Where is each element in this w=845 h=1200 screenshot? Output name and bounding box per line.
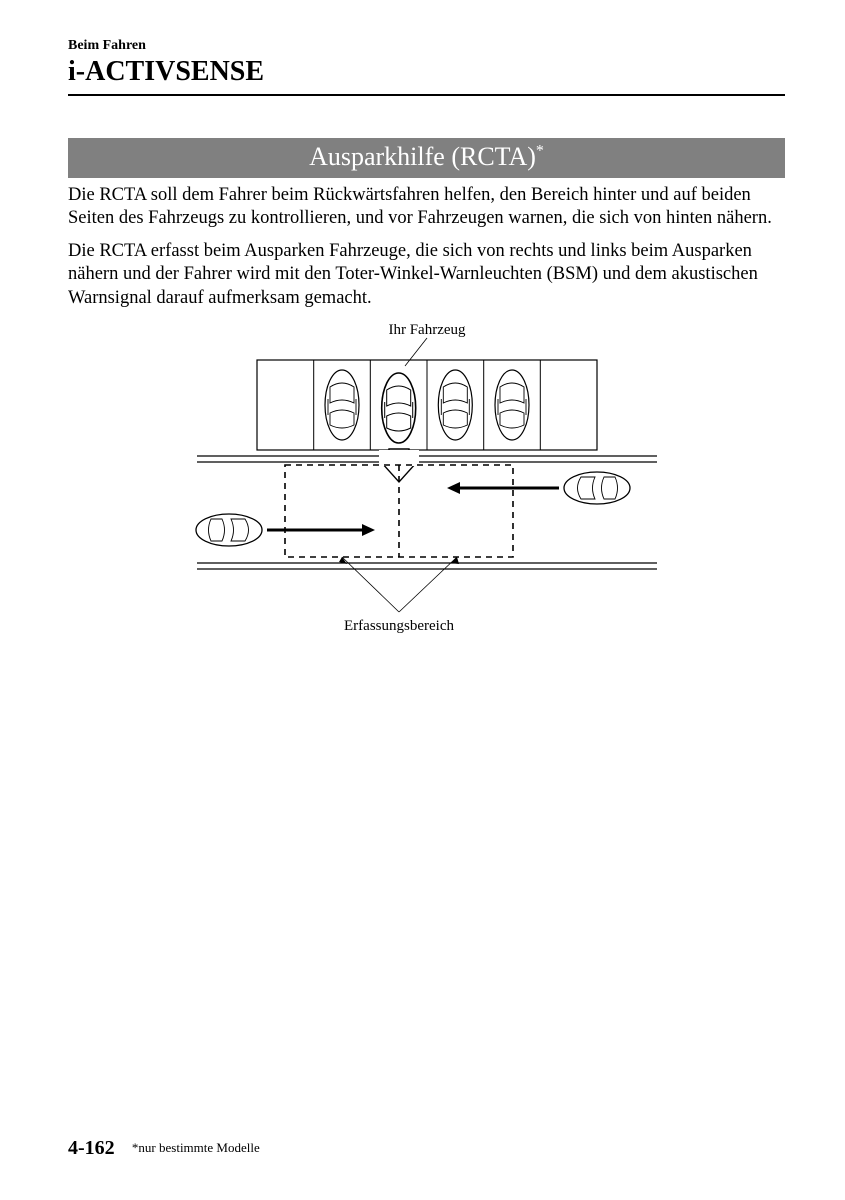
diagram-label-bottom: Erfassungsbereich <box>344 618 454 634</box>
arrow-right-icon <box>267 524 375 536</box>
approaching-car-right <box>564 472 630 504</box>
horizontal-rule <box>68 94 785 96</box>
section-banner-title: Ausparkhilfe (RCTA) <box>309 142 536 171</box>
your-car <box>381 373 415 443</box>
diagram-label-top: Ihr Fahrzeug <box>388 322 466 338</box>
leader-line-bottom <box>342 557 399 612</box>
parked-car <box>438 370 472 440</box>
parked-car <box>495 370 529 440</box>
chapter-eyebrow: Beim Fahren <box>68 38 785 54</box>
footnote-text: *nur bestimmte Modelle <box>132 1140 260 1155</box>
section-banner: Ausparkhilfe (RCTA)* <box>68 138 785 178</box>
arrow-mask <box>379 450 419 466</box>
leader-arrowhead <box>451 557 459 564</box>
page-number: 4-162 <box>68 1137 115 1159</box>
page-footer: 4-162 *nur bestimmte Modelle <box>68 1137 260 1160</box>
parked-car <box>325 370 359 440</box>
section-banner-marker: * <box>536 142 544 159</box>
parking-row <box>257 360 597 450</box>
leader-line-bottom <box>399 557 457 612</box>
leader-line-top <box>405 338 427 366</box>
chapter-title: i-ACTIVSENSE <box>68 56 785 88</box>
rcta-diagram: Ihr Fahrzeug <box>68 320 785 655</box>
paragraph-1: Die RCTA soll dem Fahrer beim Rückwärtsf… <box>68 184 785 230</box>
arrow-left-icon <box>447 482 559 494</box>
paragraph-2: Die RCTA erfasst beim Ausparken Fahrzeug… <box>68 240 785 309</box>
approaching-car-left <box>196 514 262 546</box>
